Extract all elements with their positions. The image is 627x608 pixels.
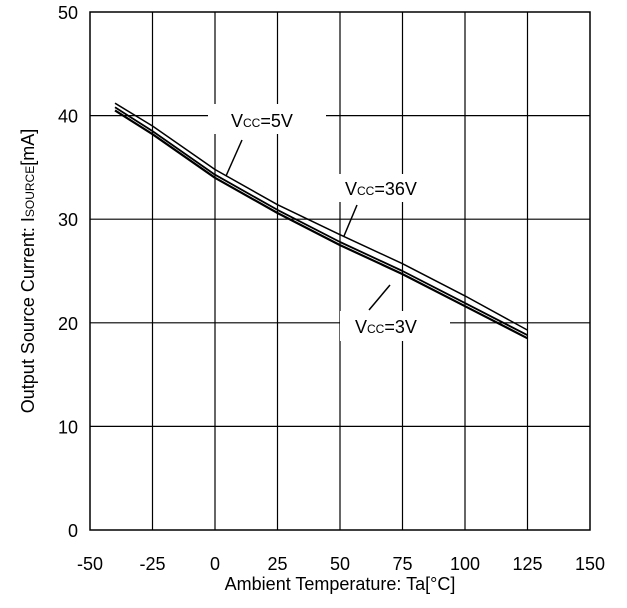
series-line-vcc-5v xyxy=(114,106,528,337)
series-line-vcc-3v xyxy=(114,109,529,340)
y-tick-label: 30 xyxy=(58,210,78,230)
plot-frame xyxy=(89,11,591,531)
svg-text:VCC=5V: VCC=5V xyxy=(231,111,293,131)
x-tick-label: 100 xyxy=(450,554,480,574)
y-tick-label: 10 xyxy=(58,417,78,437)
y-tick-label: 0 xyxy=(68,521,78,541)
x-tick-label: 75 xyxy=(392,554,412,574)
y-tick-labels: 0 10 20 30 40 50 xyxy=(58,3,78,541)
annotation-vcc-3v: VCC=3V xyxy=(340,284,450,341)
svg-text:VCC=36V: VCC=36V xyxy=(345,179,417,199)
x-tick-label: 25 xyxy=(267,554,287,574)
y-tick-label: 20 xyxy=(58,314,78,334)
y-tick-label: 40 xyxy=(58,107,78,127)
leader-line-36v xyxy=(343,204,358,237)
annotation-vcc-5v: VCC=5V xyxy=(208,104,326,177)
x-tick-label: -25 xyxy=(139,554,165,574)
x-tick-label: 150 xyxy=(575,554,605,574)
y-axis-label-main: Output Source Current: I xyxy=(18,217,38,413)
leader-line-3v xyxy=(368,284,391,311)
x-tick-label: 125 xyxy=(512,554,542,574)
y-axis-label-unit: [mA] xyxy=(18,129,38,166)
series-line-vcc-36v xyxy=(114,102,528,331)
y-tick-label: 50 xyxy=(58,3,78,23)
x-tick-labels: -50 -25 0 25 50 75 100 125 150 xyxy=(77,554,605,574)
leader-line-5v xyxy=(225,139,243,177)
grid xyxy=(90,12,590,530)
x-axis-label: Ambient Temperature: Ta[°C] xyxy=(225,574,456,594)
y-axis-label-sub: SOURCE xyxy=(23,166,37,217)
series-layer xyxy=(114,102,529,340)
x-tick-label: -50 xyxy=(77,554,103,574)
svg-text:VCC=3V: VCC=3V xyxy=(355,317,417,337)
x-tick-label: 0 xyxy=(210,554,220,574)
annotation-vcc-36v: VCC=36V xyxy=(335,174,445,237)
x-tick-label: 50 xyxy=(330,554,350,574)
y-axis-label: Output Source Current: ISOURCE[mA] xyxy=(18,129,38,413)
